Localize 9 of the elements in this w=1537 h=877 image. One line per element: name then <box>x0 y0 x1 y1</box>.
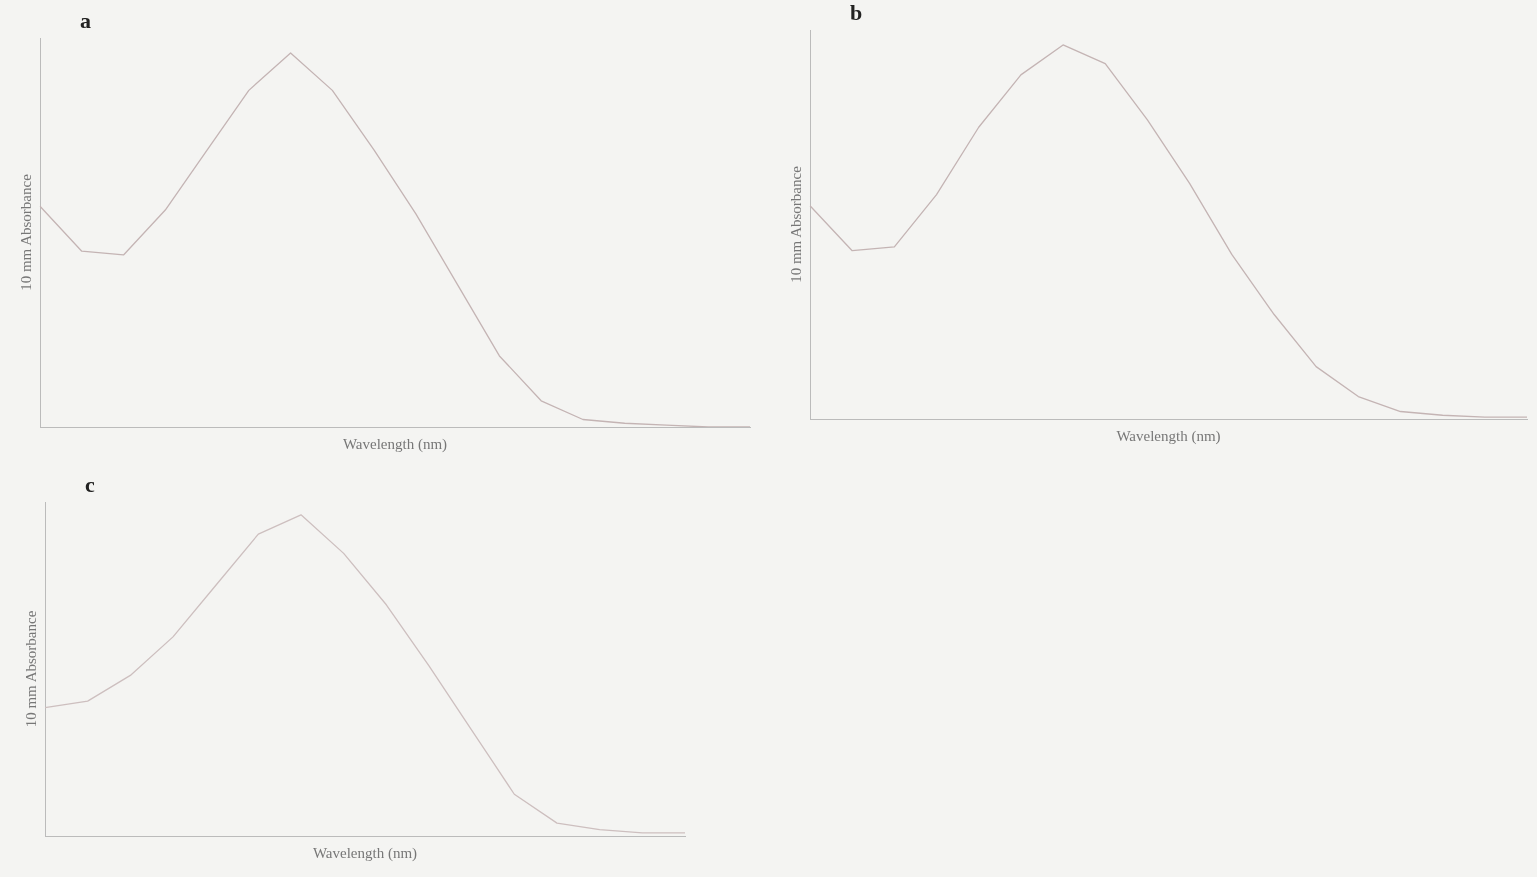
y-axis-title: 10 mm Absorbance <box>17 173 34 291</box>
chart-title: b <box>850 0 863 26</box>
x-axis-title: Wavelength (nm) <box>342 435 448 453</box>
chart-title: a <box>80 8 91 34</box>
x-axis-title: Wavelength (nm) <box>312 844 418 862</box>
chart-title: c <box>85 472 95 498</box>
y-axis-title: 10 mm Absorbance <box>22 610 39 728</box>
x-axis-title: Wavelength (nm) <box>1116 427 1221 445</box>
y-axis-title: 10 mm Absorbance <box>787 165 804 283</box>
